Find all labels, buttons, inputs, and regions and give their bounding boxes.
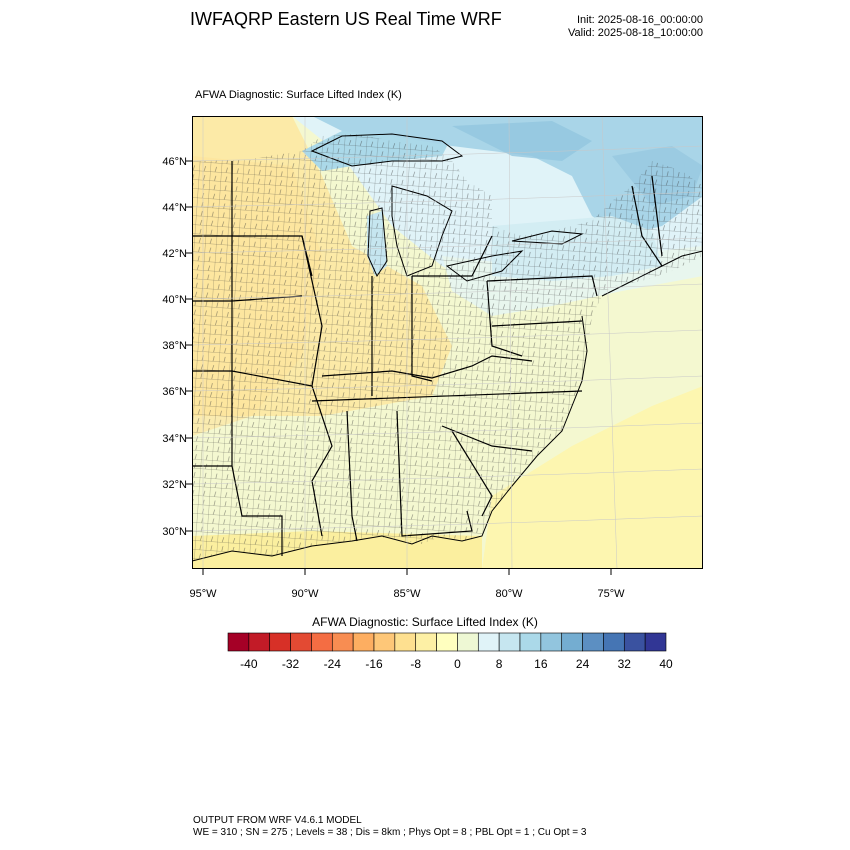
map-subtitle: AFWA Diagnostic: Surface Lifted Index (K… xyxy=(195,89,402,101)
colorbar: AFWA Diagnostic: Surface Lifted Index (K… xyxy=(0,612,850,682)
colorbar-tick-label: 0 xyxy=(454,657,461,671)
colorbar-tick-label: -32 xyxy=(282,657,300,671)
colorbar-tick-label: -40 xyxy=(240,657,258,671)
lat-label: 30°N xyxy=(162,526,187,538)
lat-label: 34°N xyxy=(162,433,187,445)
lat-label: 44°N xyxy=(162,202,187,214)
colorbar-box xyxy=(269,632,291,652)
colorbar-box xyxy=(519,632,542,652)
colorbar-box xyxy=(248,632,271,652)
footer-line-2: WE = 310 ; SN = 275 ; Levels = 38 ; Dis … xyxy=(193,827,587,838)
colorbar-box xyxy=(290,632,312,652)
colorbar-box xyxy=(603,632,625,652)
lat-label: 38°N xyxy=(162,340,187,352)
colorbar-box xyxy=(457,632,479,652)
colorbar-graphic: -40 -32 -24 -16 -8 0 8 16 24 32 40 xyxy=(227,632,673,671)
coastlines xyxy=(192,133,703,562)
colorbar-tick-label: 40 xyxy=(659,657,673,671)
colorbar-title: AFWA Diagnostic: Surface Lifted Index (K… xyxy=(312,615,538,629)
model-footer: OUTPUT FROM WRF V4.6.1 MODEL WE = 310 ; … xyxy=(193,815,586,839)
colorbar-tick-label: 8 xyxy=(496,657,503,671)
valid-time: Valid: 2025-08-18_10:00:00 xyxy=(568,27,703,39)
colorbar-box xyxy=(540,632,563,652)
lat-label: 42°N xyxy=(162,248,187,260)
colorbar-box xyxy=(373,632,396,652)
colorbar-box xyxy=(561,632,583,652)
field-canada xyxy=(312,116,703,236)
map-border xyxy=(192,116,703,569)
graticule xyxy=(192,116,703,569)
colorbar-box xyxy=(227,632,250,652)
colorbar-box xyxy=(644,632,667,652)
colorbar-tick-label: -24 xyxy=(324,657,342,671)
colorbar-tick-label: 32 xyxy=(618,657,632,671)
plot-title: IWFAQRP Eastern US Real Time WRF xyxy=(190,9,502,29)
colorbar-box xyxy=(311,632,333,652)
lat-label: 40°N xyxy=(162,294,187,306)
lon-label: 85°W xyxy=(393,588,421,600)
land-mask xyxy=(192,134,703,561)
lat-label: 36°N xyxy=(162,386,187,398)
colorbar-tick-label: 24 xyxy=(576,657,590,671)
colorbar-box xyxy=(436,632,458,652)
state-boundaries xyxy=(192,161,663,556)
colorbar-box xyxy=(498,632,521,652)
field-canada-deep xyxy=(452,121,592,161)
lifted-index-map xyxy=(192,116,703,569)
colorbar-tick-label: -16 xyxy=(365,657,383,671)
colorbar-box xyxy=(331,632,354,652)
colorbar-tick-label: -8 xyxy=(410,657,421,671)
lat-label: 32°N xyxy=(162,479,187,491)
footer-line-1: OUTPUT FROM WRF V4.6.1 MODEL xyxy=(193,815,362,826)
field-gulf xyxy=(482,386,703,569)
lon-label: 80°W xyxy=(495,588,523,600)
lon-label: 75°W xyxy=(597,588,625,600)
colorbar-box xyxy=(477,632,500,652)
map-axis-labels: 46°N 44°N 42°N 40°N 38°N 36°N 34°N 32°N … xyxy=(162,156,625,600)
colorbar-box xyxy=(415,632,437,652)
lat-label: 46°N xyxy=(162,156,187,168)
lon-label: 95°W xyxy=(189,588,217,600)
lon-label: 90°W xyxy=(291,588,319,600)
run-times: Init: 2025-08-16_00:00:00 Valid: 2025-08… xyxy=(520,14,703,40)
colorbar-box xyxy=(352,632,375,652)
colorbar-tick-label: 16 xyxy=(534,657,548,671)
colorbar-box xyxy=(394,632,417,652)
colorbar-box xyxy=(623,632,646,652)
init-time: Init: 2025-08-16_00:00:00 xyxy=(577,14,703,26)
colorbar-box xyxy=(582,632,604,652)
